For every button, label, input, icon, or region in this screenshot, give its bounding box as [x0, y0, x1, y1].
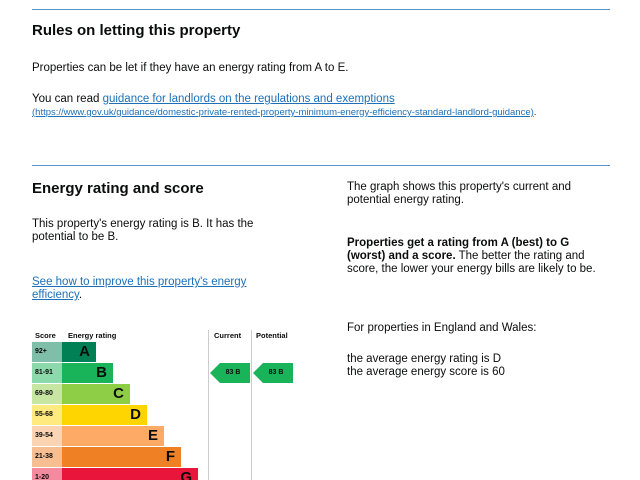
band-bar-a: A — [62, 342, 96, 362]
band-score-g: 1-20 — [32, 468, 62, 480]
energy-rating-chart: Score Energy rating Current Potential 92… — [32, 330, 296, 480]
potential-rating-arrow: 83 B — [253, 363, 293, 383]
column-divider — [251, 330, 252, 480]
divider — [32, 9, 610, 10]
current-rating-arrow: 83 B — [210, 363, 250, 383]
energy-title: Energy rating and score — [32, 180, 204, 197]
band-bar-b: B — [62, 363, 113, 383]
band-bar-c: C — [62, 384, 130, 404]
guidance-link[interactable]: guidance for landlords on the regulation… — [102, 93, 395, 105]
suffix: . — [533, 107, 537, 118]
band-score-f: 21-38 — [32, 447, 62, 467]
header-current: Current — [214, 331, 242, 340]
band-score-b: 81-91 — [32, 363, 62, 383]
band-bar-f: F — [62, 447, 181, 467]
graph-note: The graph shows this property's current … — [347, 181, 572, 206]
header-score: Score — [35, 331, 56, 340]
letting-title: Rules on letting this property — [32, 22, 241, 39]
ratings-explanation: Properties get a rating from A (best) to… — [347, 237, 602, 276]
guidance-url-link[interactable]: (https://www.gov.uk/guidance/domestic-pr… — [32, 107, 534, 118]
read-prefix: You can read — [32, 93, 103, 105]
guidance-paragraph: You can read guidance for landlords on t… — [32, 93, 602, 119]
band-score-d: 55-68 — [32, 405, 62, 425]
average-score: the average energy score is 60 — [347, 366, 505, 378]
header-potential: Potential — [256, 331, 288, 340]
header-rating: Energy rating — [68, 331, 117, 340]
divider — [32, 165, 610, 166]
band-score-e: 39-54 — [32, 426, 62, 446]
letting-intro: Properties can be let if they have an en… — [32, 62, 349, 74]
ratings-rest: The better the rating and score, the low… — [347, 250, 596, 275]
average-rating: the average energy rating is D — [347, 353, 502, 365]
band-bar-g: G — [62, 468, 198, 480]
band-score-a: 92+ — [32, 342, 62, 362]
ratings-bold: Properties get a rating from A (best) to… — [347, 237, 570, 262]
band-score-c: 69-80 — [32, 384, 62, 404]
suffix: . — [78, 289, 83, 301]
region-text: For properties in England and Wales: — [347, 322, 537, 334]
band-bar-d: D — [62, 405, 147, 425]
improve-link[interactable]: See how to improve this property's energ… — [32, 276, 247, 301]
band-bar-e: E — [62, 426, 164, 446]
energy-summary: This property's energy rating is B. It h… — [32, 218, 254, 243]
column-divider — [208, 330, 209, 480]
